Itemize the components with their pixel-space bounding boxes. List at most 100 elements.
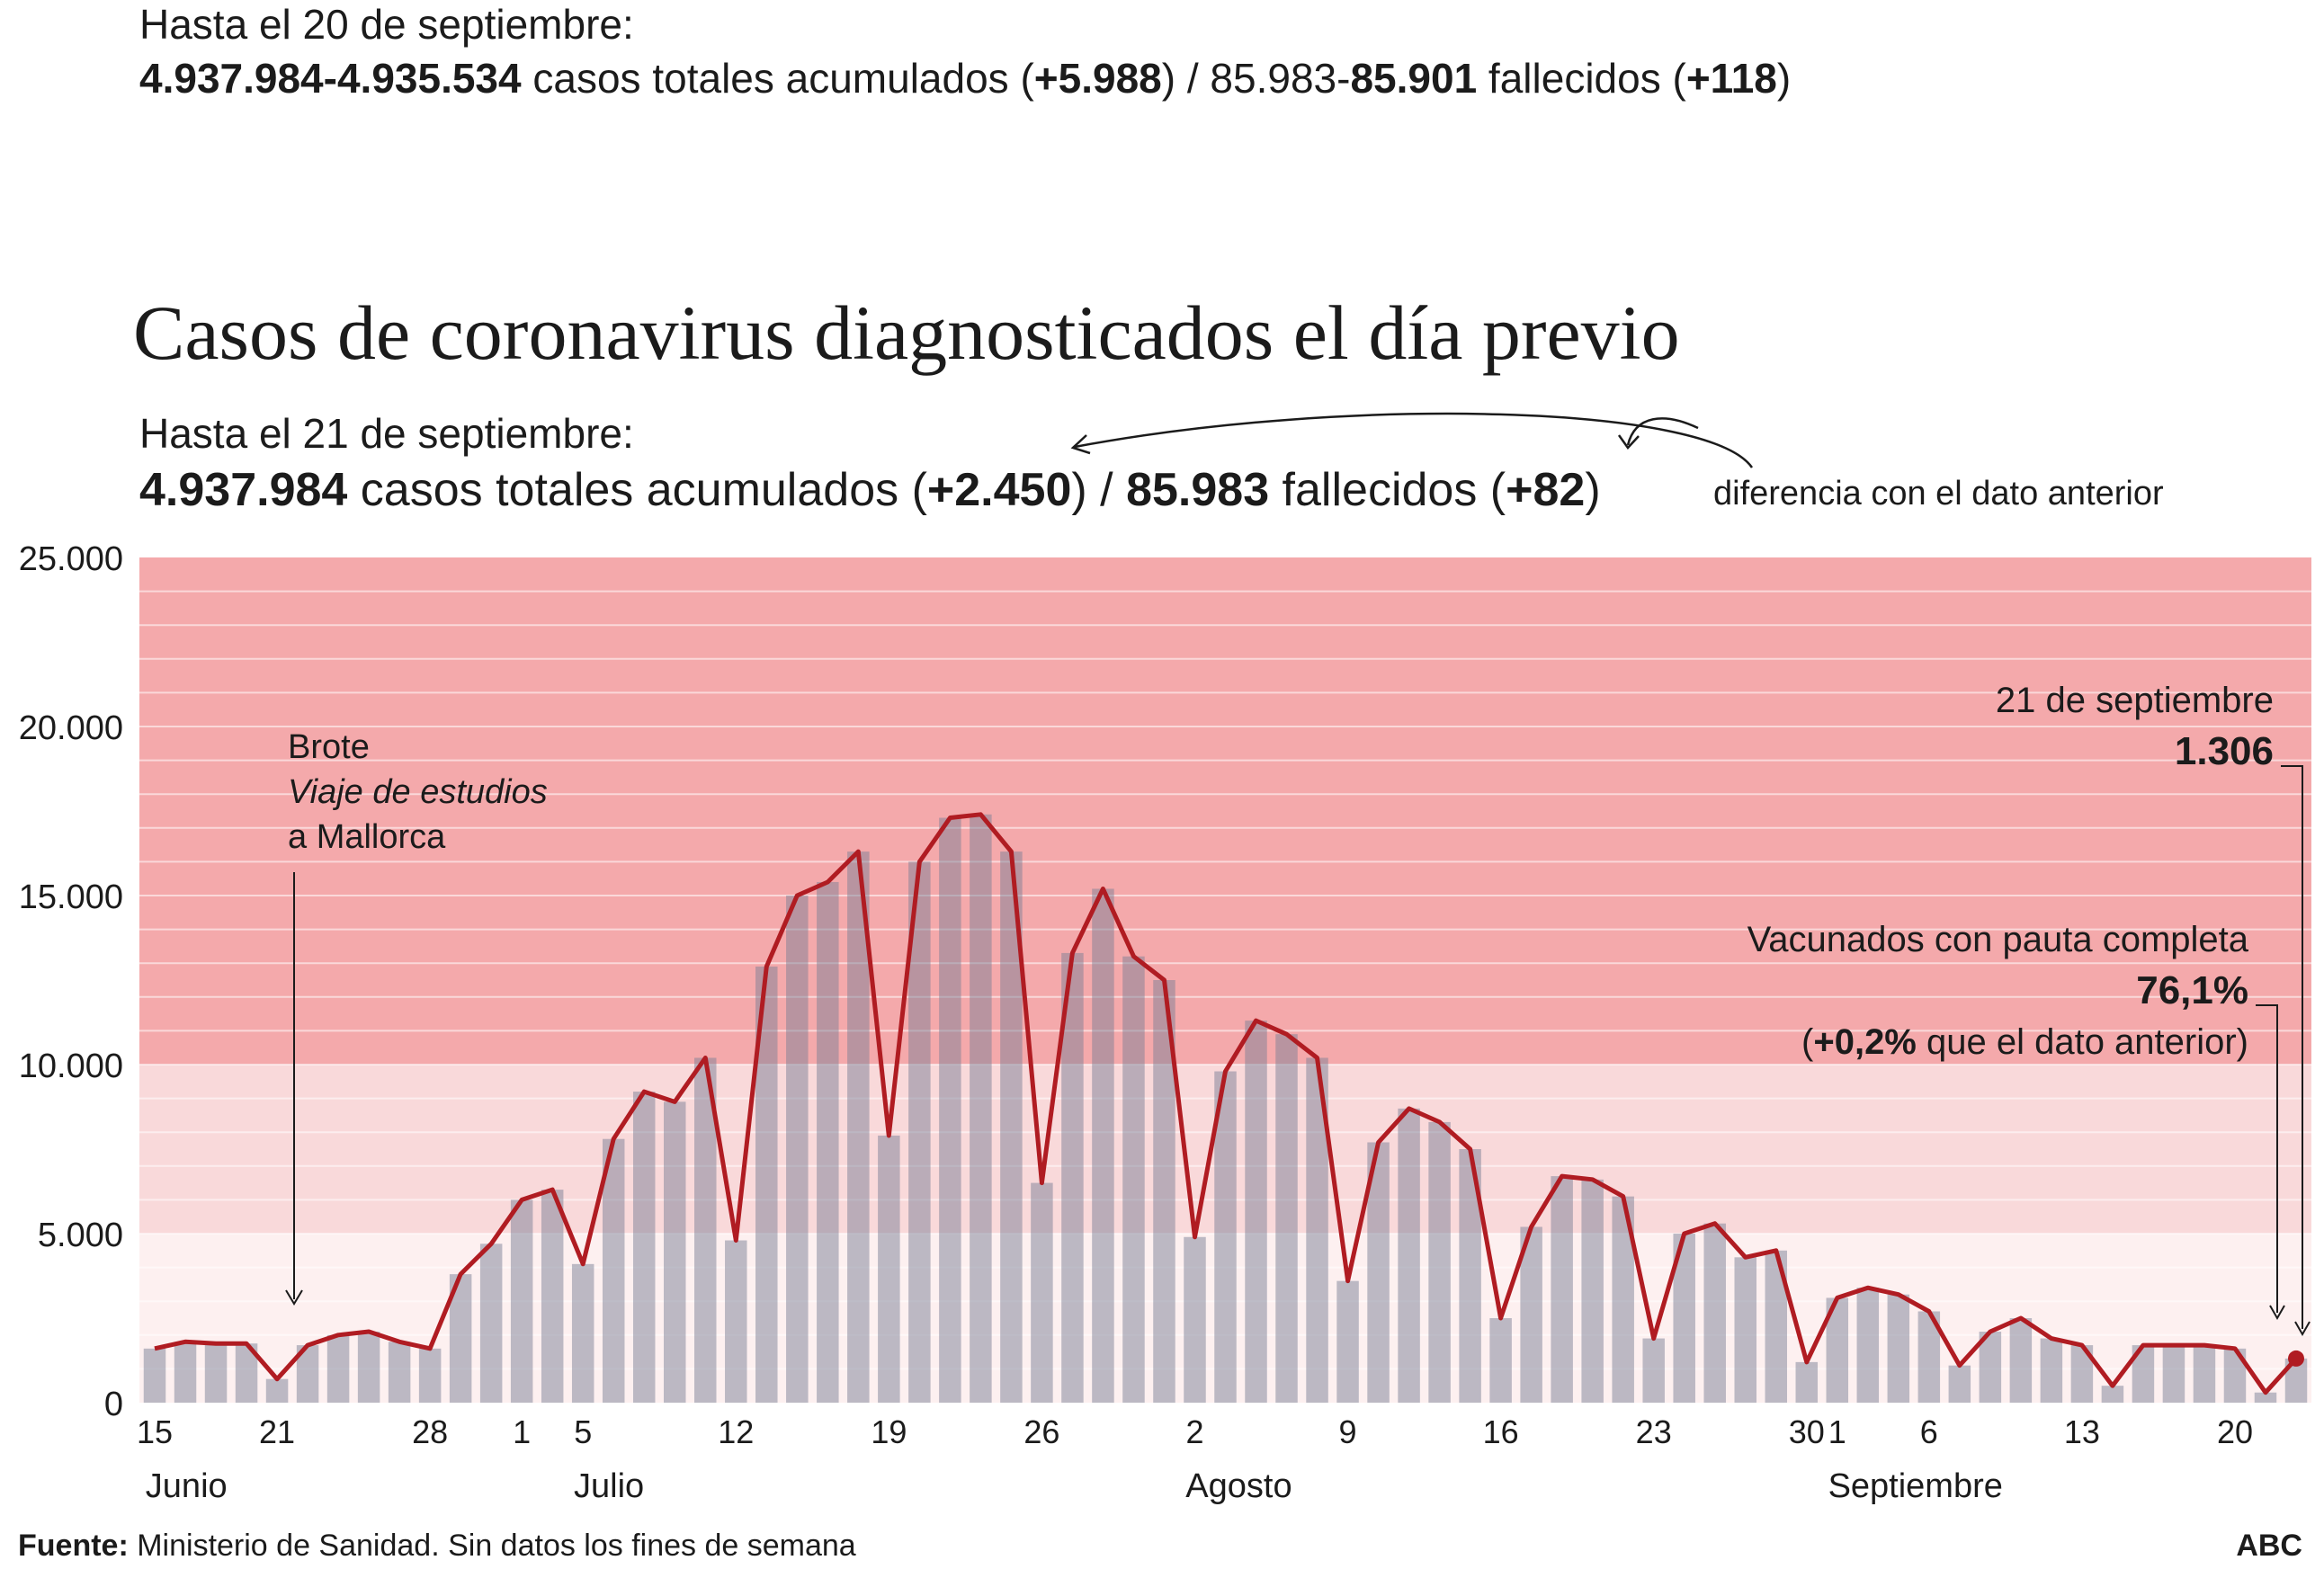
x-tick-label: 23 <box>1636 1413 1672 1450</box>
last-value-leader-head <box>2294 1321 2311 1337</box>
bar <box>326 1334 350 1403</box>
bar <box>2254 1392 2277 1403</box>
bar <box>1887 1294 1910 1403</box>
previous-deaths-label: fallecidos ( <box>1477 55 1686 102</box>
bar <box>1092 888 1114 1403</box>
outbreak-italic: Viaje de estudios <box>288 773 548 811</box>
x-tick-label: 28 <box>412 1413 448 1450</box>
difference-note: diferencia con el dato anterior <box>1713 475 2164 513</box>
bar <box>2162 1345 2185 1403</box>
bar <box>418 1348 442 1403</box>
bar <box>1703 1223 1726 1403</box>
bar <box>265 1378 289 1403</box>
bar <box>694 1057 717 1403</box>
current-close: ) <box>1585 464 1601 516</box>
bar <box>786 896 809 1403</box>
vaccination-leader <box>2256 1004 2278 1313</box>
diff-arrow-curve <box>1074 412 1754 468</box>
diff-arrow-head-deaths <box>1617 434 1640 450</box>
bar <box>1795 1361 1819 1403</box>
previous-stats: 4.937.984-4.935.534 casos totales acumul… <box>139 54 1791 103</box>
y-tick-label: 0 <box>104 1386 123 1423</box>
month-label: Septiembre <box>1828 1467 2003 1505</box>
y-axis: 0 5.000 10.000 15.000 20.000 25.000 <box>19 540 123 1423</box>
footer-source: Fuente: Ministerio de Sanidad. Sin datos… <box>18 1529 856 1564</box>
chart-title: Casos de coronavirus diagnosticados el d… <box>133 290 1680 376</box>
x-tick-label: 21 <box>259 1413 295 1450</box>
bar <box>1551 1176 1573 1403</box>
bar <box>1122 956 1145 1403</box>
bar <box>970 814 992 1403</box>
x-tick-label: 6 <box>1920 1413 1938 1450</box>
bar <box>2101 1386 2124 1403</box>
bar <box>1275 1034 1298 1403</box>
bar <box>541 1190 564 1403</box>
current-stats: 4.937.984 casos totales acumulados (+2.4… <box>139 463 1601 517</box>
bar <box>1031 1182 1053 1403</box>
bar <box>1245 1021 1267 1403</box>
bar <box>847 851 870 1403</box>
current-cases-label: casos totales acumulados ( <box>347 464 927 516</box>
bar <box>602 1138 625 1403</box>
bar <box>908 861 931 1403</box>
bar <box>1336 1280 1359 1403</box>
bar <box>878 1135 900 1403</box>
bar <box>632 1092 656 1403</box>
bars-group <box>143 814 2308 1403</box>
source-text: Ministerio de Sanidad. Sin datos los fin… <box>128 1529 856 1563</box>
bar <box>1398 1108 1420 1403</box>
outbreak-arrow-head <box>285 1289 303 1306</box>
bar <box>388 1342 411 1403</box>
bar <box>1642 1338 1665 1403</box>
bar <box>725 1240 747 1403</box>
previous-separator: ) / 85.983- <box>1161 55 1351 102</box>
x-tick-label: 5 <box>574 1413 592 1450</box>
bar <box>174 1342 197 1403</box>
vaccination-open: ( <box>1801 1022 1814 1062</box>
x-tick-label: 9 <box>1339 1413 1357 1450</box>
current-cases-diff: +2.450 <box>926 464 1072 516</box>
diff-arrow-head-cases <box>1070 434 1091 455</box>
bar <box>357 1332 380 1403</box>
last-value-leader <box>2281 765 2303 1329</box>
bar <box>1184 1236 1206 1403</box>
x-tick-label: 1 <box>513 1413 531 1450</box>
vaccination-diff: +0,2% <box>1813 1022 1917 1062</box>
x-axis: 15 21 28 1 5 12 19 26 2 9 16 23 30 1 6 13 20 <box>137 1413 2253 1450</box>
bar <box>1489 1318 1512 1403</box>
vaccination-rest: que el dato anterior) <box>1917 1022 2248 1062</box>
previous-date: Hasta el 20 de septiembre: <box>139 1 634 48</box>
current-deaths-diff: +82 <box>1506 464 1586 516</box>
x-tick-label: 2 <box>1185 1413 1203 1450</box>
x-tick-label: 1 <box>1828 1413 1846 1450</box>
bar <box>2040 1338 2063 1403</box>
y-tick-label: 10.000 <box>19 1048 123 1085</box>
bar <box>571 1263 594 1403</box>
bar <box>1856 1288 1880 1403</box>
bar <box>479 1244 503 1403</box>
bar <box>1214 1071 1237 1403</box>
current-deaths: 85.983 <box>1126 464 1270 516</box>
y-tick-label: 5.000 <box>38 1217 123 1254</box>
month-label: Julio <box>574 1467 644 1505</box>
month-label: Junio <box>146 1467 228 1505</box>
vaccination-leader-head <box>2269 1305 2285 1321</box>
current-deaths-label: fallecidos ( <box>1269 464 1506 516</box>
x-tick-label: 15 <box>137 1413 173 1450</box>
diff-arrow-curve-deaths <box>1626 417 1699 446</box>
x-tick-label: 19 <box>871 1413 907 1450</box>
x-tick-label: 12 <box>718 1413 754 1450</box>
bar <box>939 817 961 1403</box>
x-tick-label: 20 <box>2217 1413 2253 1450</box>
vaccination-title: Vacunados con pauta completa <box>1747 920 2249 959</box>
bar <box>817 881 839 1403</box>
last-value-marker <box>2287 1350 2304 1367</box>
bar <box>204 1343 228 1403</box>
vaccination-diff-line: (+0,2% que el dato anterior) <box>1801 1022 2248 1062</box>
x-tick-label: 13 <box>2064 1413 2100 1450</box>
current-separator: ) / <box>1071 464 1127 516</box>
cases-line <box>154 812 2298 1395</box>
current-cases: 4.937.984 <box>139 464 348 516</box>
bar <box>1428 1121 1451 1403</box>
